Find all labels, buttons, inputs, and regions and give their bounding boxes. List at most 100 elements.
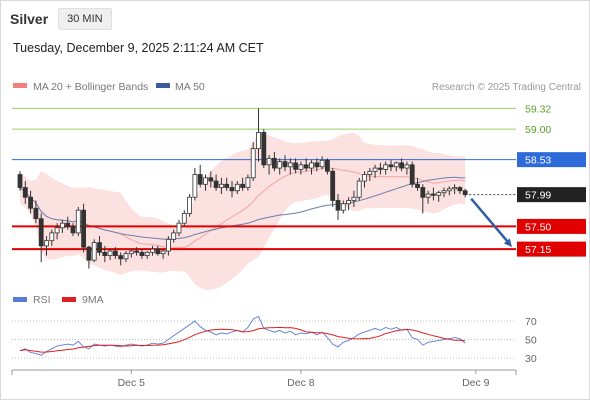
candle: [324, 158, 330, 175]
candle: [197, 164, 203, 188]
candle: [298, 161, 304, 175]
candle: [171, 229, 177, 243]
candle: [362, 171, 367, 188]
candle: [91, 239, 97, 263]
candle-body-down: [271, 157, 277, 169]
candle: [282, 155, 288, 172]
candle-body-down: [81, 209, 86, 248]
candle-body-down: [409, 164, 415, 185]
candle-body-down: [240, 183, 246, 188]
candle-body-down: [65, 222, 71, 227]
candle-body-down: [213, 180, 219, 188]
candle: [250, 142, 256, 182]
candle: [420, 184, 426, 214]
chart-timestamp: Tuesday, December 9, 2025 2:11:24 AM CET: [13, 41, 264, 55]
candle-body-down: [399, 162, 405, 169]
candle-body-down: [86, 246, 92, 261]
candle: [107, 249, 113, 261]
timeframe-button[interactable]: 30 MIN: [58, 8, 112, 30]
candle-body-down: [293, 162, 299, 170]
chart-header: Silver 30 MIN: [10, 7, 112, 31]
candle-body-up: [203, 177, 208, 185]
candle-body-down: [22, 187, 28, 198]
candle-body-down: [324, 159, 330, 172]
candle-body-up: [436, 192, 442, 196]
candle-body-up: [91, 242, 97, 261]
candle-body-down: [155, 248, 161, 255]
candle-body-up: [75, 209, 81, 234]
candle: [415, 177, 420, 191]
candle: [38, 213, 44, 263]
candle-body-down: [462, 190, 468, 196]
candle: [457, 186, 463, 194]
candle: [28, 190, 34, 214]
candle: [33, 200, 39, 224]
candle: [49, 229, 55, 246]
candle-body-up: [383, 164, 389, 170]
level-57-50-label: 57.50: [525, 221, 551, 233]
candle-body-down: [118, 255, 124, 260]
level-labels: 59.32 59.00 58.53 57.99 57.50 57.15: [517, 103, 586, 257]
x-axis-tick-label: Dec 9: [462, 377, 490, 389]
candle-body-down: [388, 164, 394, 168]
rsi-legend-swatch: [13, 297, 27, 302]
rsi-tick-label: 70: [525, 316, 537, 328]
level-58-53-label: 58.53: [525, 155, 551, 167]
candle-body-up: [287, 162, 293, 168]
candle: [319, 156, 325, 170]
candle-body-up: [367, 170, 373, 175]
candle-body-up: [250, 148, 256, 179]
candle: [335, 194, 341, 220]
rsi-line: [19, 315, 466, 356]
candle: [436, 190, 442, 202]
candle: [218, 177, 224, 194]
candle-body-up: [351, 196, 357, 201]
candle: [287, 158, 293, 175]
forecast-arrow: [470, 197, 512, 248]
level-57-15-tag: [517, 241, 586, 257]
candle: [340, 200, 346, 214]
candle: [309, 160, 314, 175]
candle-body-up: [54, 227, 60, 234]
candle-body-down: [335, 200, 341, 211]
level-57-99-label: 57.99: [525, 190, 551, 202]
candle-body-up: [44, 240, 49, 247]
candle: [409, 161, 415, 188]
candle: [22, 181, 28, 204]
candle-body-up: [256, 132, 261, 150]
candle-body-down: [420, 187, 426, 198]
candle-body-down: [102, 251, 108, 256]
candle: [452, 184, 458, 194]
bollinger-legend-swatch: [13, 83, 27, 88]
candle: [234, 181, 240, 194]
candle: [351, 190, 357, 207]
candle: [97, 236, 102, 256]
candle-body-up: [404, 164, 410, 169]
candle-body-up: [319, 159, 325, 168]
candle: [54, 223, 60, 240]
candle: [256, 108, 261, 162]
bollinger-legend-label: MA 20 + Bollinger Bands: [33, 81, 148, 93]
candle: [213, 174, 219, 191]
ma50-legend-swatch: [156, 83, 170, 88]
candle-body-down: [197, 174, 203, 185]
candle-body-down: [430, 193, 436, 196]
rsi-tick-label: 50: [525, 335, 537, 347]
candle: [393, 161, 399, 172]
candle-body-up: [234, 183, 240, 192]
level-57-50-tag: [517, 218, 586, 234]
candle: [303, 158, 309, 172]
candle-body-down: [330, 170, 336, 201]
candle: [187, 194, 193, 217]
candle-body-up: [356, 180, 362, 198]
candle-body-up: [340, 203, 346, 211]
candle: [139, 249, 145, 259]
candle-body-down: [97, 242, 102, 253]
candle: [271, 151, 277, 172]
candle: [346, 197, 352, 211]
level-58-53-tag: [517, 152, 586, 168]
candle: [277, 158, 283, 175]
candle-body-down: [139, 251, 145, 256]
candle-body-down: [28, 196, 34, 209]
candle: [144, 251, 150, 259]
